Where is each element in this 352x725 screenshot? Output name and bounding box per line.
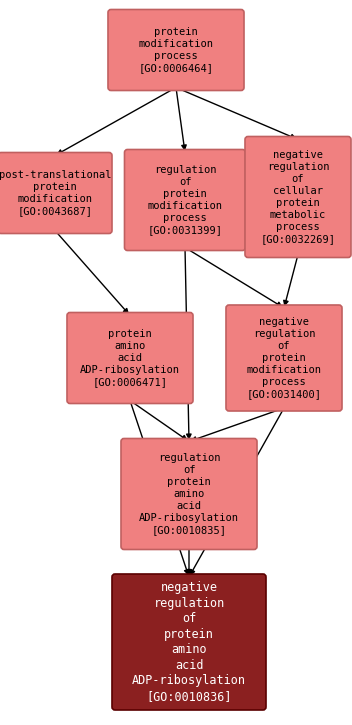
- FancyBboxPatch shape: [121, 439, 257, 550]
- FancyBboxPatch shape: [67, 312, 193, 404]
- Text: regulation
of
protein
amino
acid
ADP-ribosylation
[GO:0010835]: regulation of protein amino acid ADP-rib…: [139, 453, 239, 535]
- FancyBboxPatch shape: [0, 152, 112, 233]
- FancyBboxPatch shape: [125, 149, 245, 251]
- FancyBboxPatch shape: [112, 574, 266, 710]
- FancyBboxPatch shape: [245, 136, 351, 257]
- Text: negative
regulation
of
protein
amino
acid
ADP-ribosylation
[GO:0010836]: negative regulation of protein amino aci…: [132, 581, 246, 703]
- FancyBboxPatch shape: [108, 9, 244, 91]
- FancyBboxPatch shape: [226, 305, 342, 411]
- Text: regulation
of
protein
modification
process
[GO:0031399]: regulation of protein modification proce…: [147, 165, 222, 235]
- Text: negative
regulation
of
protein
modification
process
[GO:0031400]: negative regulation of protein modificat…: [246, 317, 321, 399]
- Text: protein
modification
process
[GO:0006464]: protein modification process [GO:0006464…: [138, 27, 214, 73]
- Text: post-translational
protein
modification
[GO:0043687]: post-translational protein modification …: [0, 170, 111, 216]
- Text: negative
regulation
of
cellular
protein
metabolic
process
[GO:0032269]: negative regulation of cellular protein …: [260, 150, 335, 244]
- Text: protein
amino
acid
ADP-ribosylation
[GO:0006471]: protein amino acid ADP-ribosylation [GO:…: [80, 329, 180, 387]
